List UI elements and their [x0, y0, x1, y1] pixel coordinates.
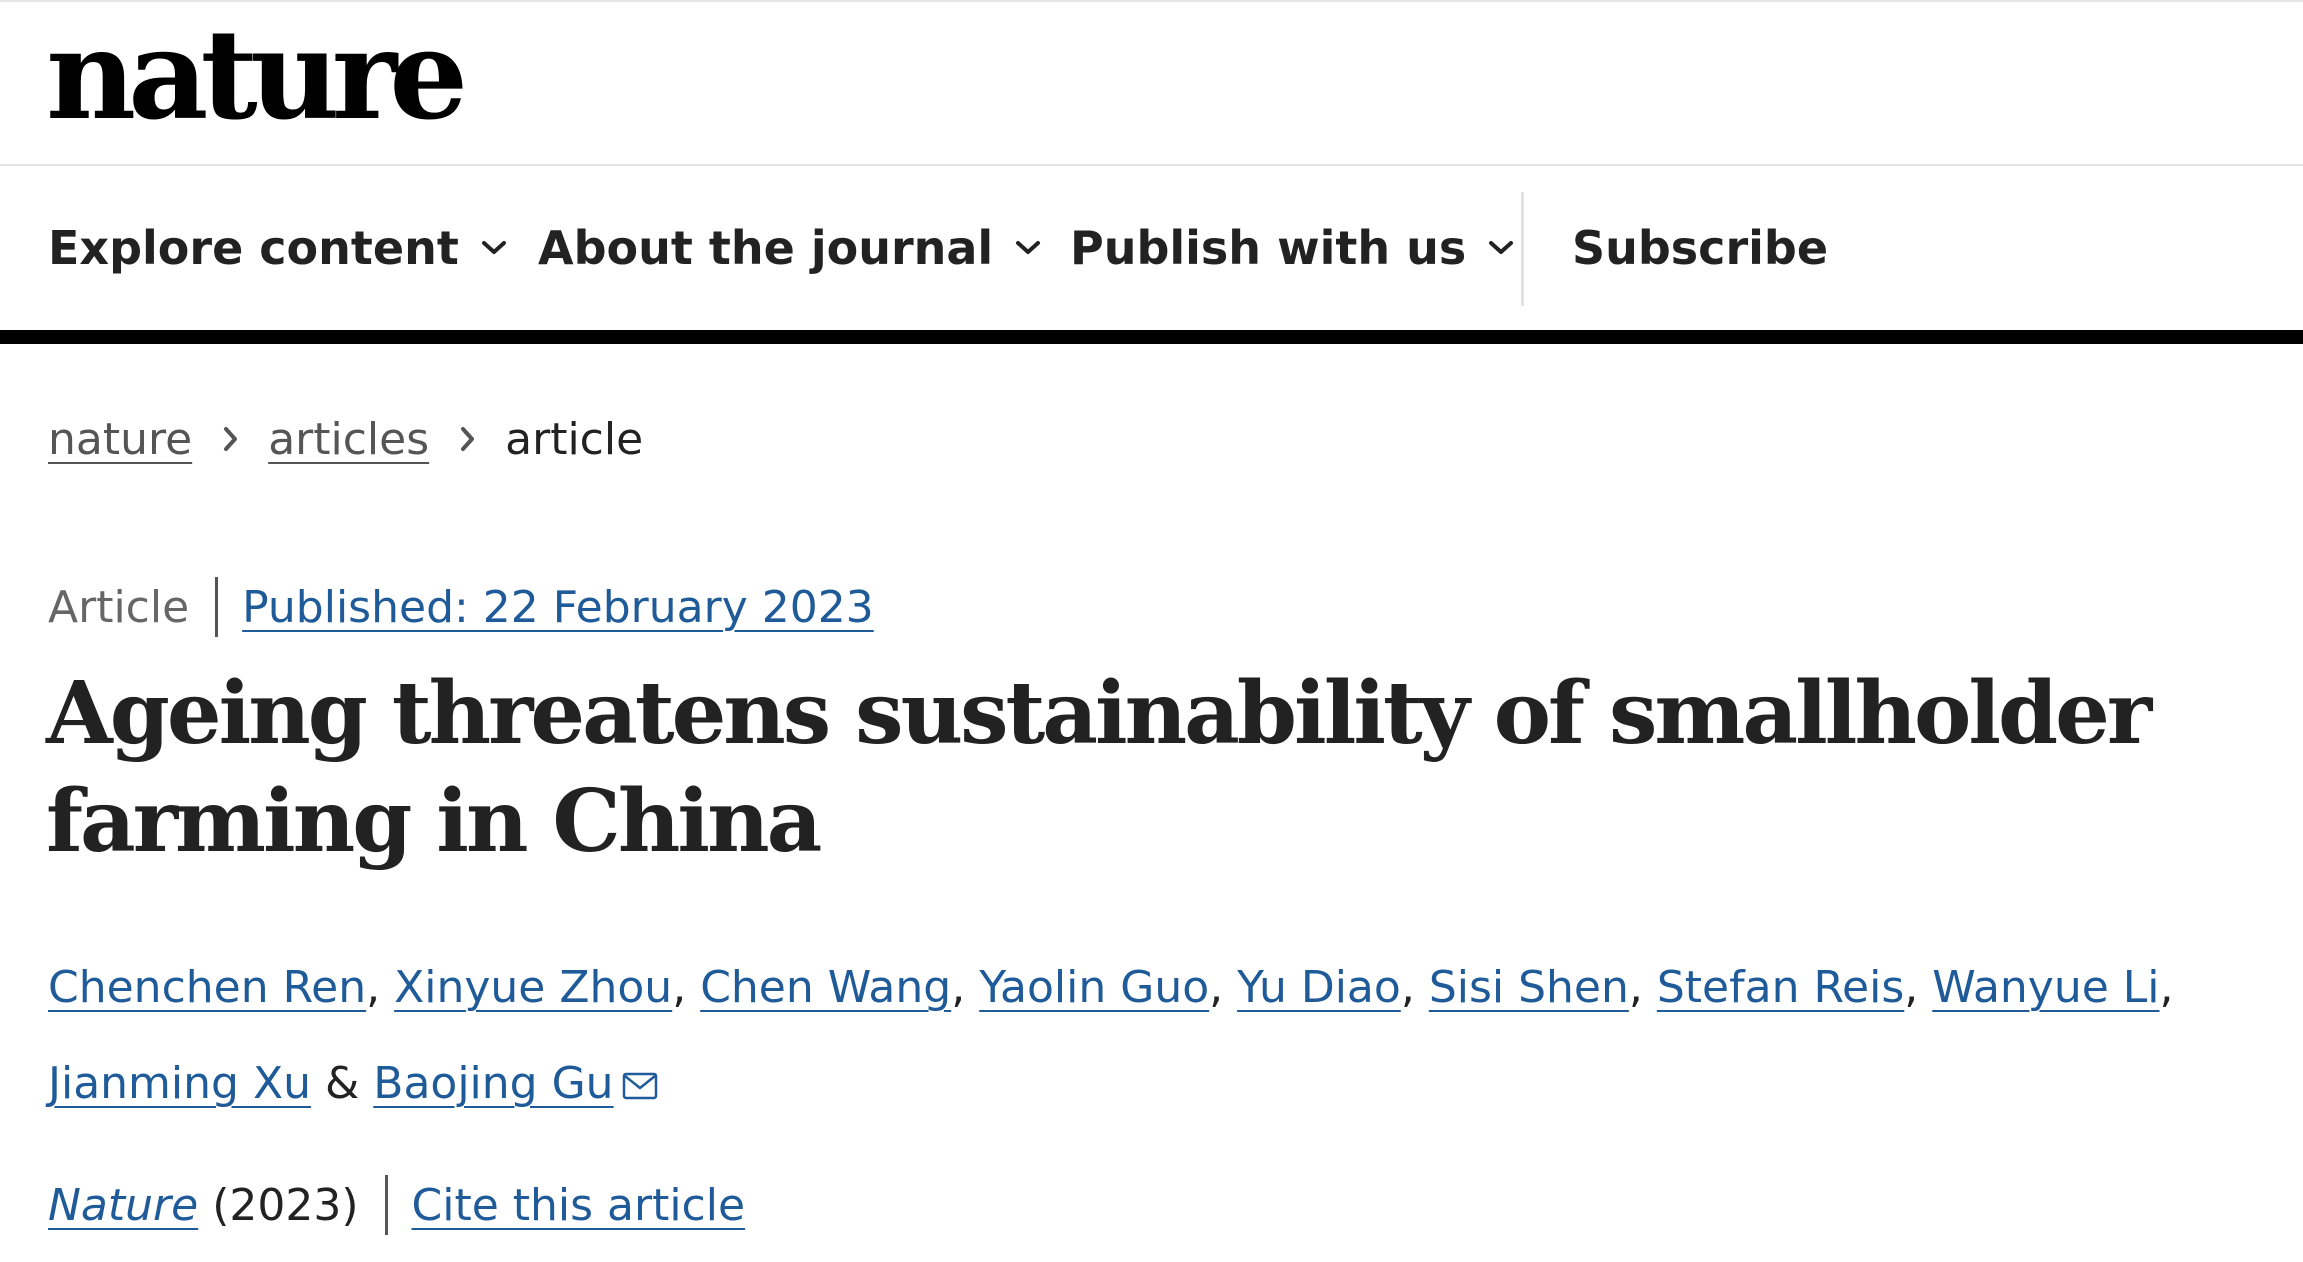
author-separator: , — [1904, 962, 1933, 1013]
author-link[interactable]: Jianming Xu — [48, 1058, 311, 1109]
article-meta: Article Published: 22 February 2023 — [48, 572, 874, 642]
nav-publish-label: Publish with us — [1070, 221, 1467, 275]
breadcrumb-current: article — [505, 413, 644, 465]
chevron-right-icon — [459, 425, 477, 453]
author-separator: , — [1400, 962, 1429, 1013]
nav-explore-content[interactable]: Explore content — [48, 166, 507, 330]
meta-divider — [215, 577, 219, 637]
author-link[interactable]: Chen Wang — [700, 962, 952, 1013]
journal-link[interactable]: Nature — [48, 1179, 199, 1231]
author-separator: , — [951, 962, 980, 1013]
author-separator: , — [672, 962, 701, 1013]
author-link[interactable]: Yaolin Guo — [979, 962, 1210, 1013]
author-link[interactable]: Yu Diao — [1237, 962, 1401, 1013]
breadcrumb: nature articles article — [48, 404, 643, 474]
author-link[interactable]: Stefan Reis — [1656, 962, 1905, 1013]
nav-publish-with-us[interactable]: Publish with us — [1070, 166, 1514, 330]
author-link[interactable]: Wanyue Li — [1932, 962, 2160, 1013]
nav-about-label: About the journal — [538, 221, 994, 275]
citation-divider — [384, 1175, 388, 1235]
nav-subscribe[interactable]: Subscribe — [1572, 166, 1828, 330]
nav-explore-label: Explore content — [48, 221, 459, 275]
author-link[interactable]: Baojing Gu — [373, 1058, 614, 1109]
main-navigation: Explore content About the journal Publis… — [0, 166, 2303, 330]
article-title: Ageing threatens sustainability of small… — [46, 663, 2152, 872]
header-divider — [0, 164, 2303, 166]
top-border — [0, 0, 2303, 2]
author-separator: , — [1628, 962, 1657, 1013]
author-link[interactable]: Xinyue Zhou — [394, 962, 673, 1013]
chevron-down-icon — [1488, 240, 1514, 256]
envelope-icon[interactable] — [622, 1038, 658, 1134]
author-link[interactable]: Chenchen Ren — [48, 962, 367, 1013]
author-separator: & — [310, 1058, 374, 1109]
citation-line: Nature (2023) Cite this article — [48, 1170, 745, 1240]
publication-year: (2023) — [212, 1179, 359, 1231]
cite-this-article-link[interactable]: Cite this article — [411, 1179, 746, 1231]
nature-logo[interactable]: nature — [46, 3, 468, 148]
breadcrumb-nature[interactable]: nature — [48, 413, 193, 465]
article-type: Article — [48, 581, 190, 633]
author-separator: , — [1209, 962, 1238, 1013]
nav-subscribe-label: Subscribe — [1572, 221, 1829, 275]
chevron-right-icon — [222, 425, 240, 453]
author-list: Chenchen Ren, Xinyue Zhou, Chen Wang, Ya… — [48, 940, 2268, 1134]
nav-separator — [1521, 192, 1524, 306]
published-date-link[interactable]: Published: 22 February 2023 — [242, 581, 874, 633]
nav-bottom-rule — [0, 330, 2303, 344]
chevron-down-icon — [481, 240, 507, 256]
author-separator: , — [366, 962, 395, 1013]
breadcrumb-articles[interactable]: articles — [268, 413, 430, 465]
author-link[interactable]: Sisi Shen — [1428, 962, 1629, 1013]
author-separator: , — [2159, 962, 2174, 1013]
nav-about-journal[interactable]: About the journal — [538, 166, 1041, 330]
chevron-down-icon — [1015, 240, 1041, 256]
